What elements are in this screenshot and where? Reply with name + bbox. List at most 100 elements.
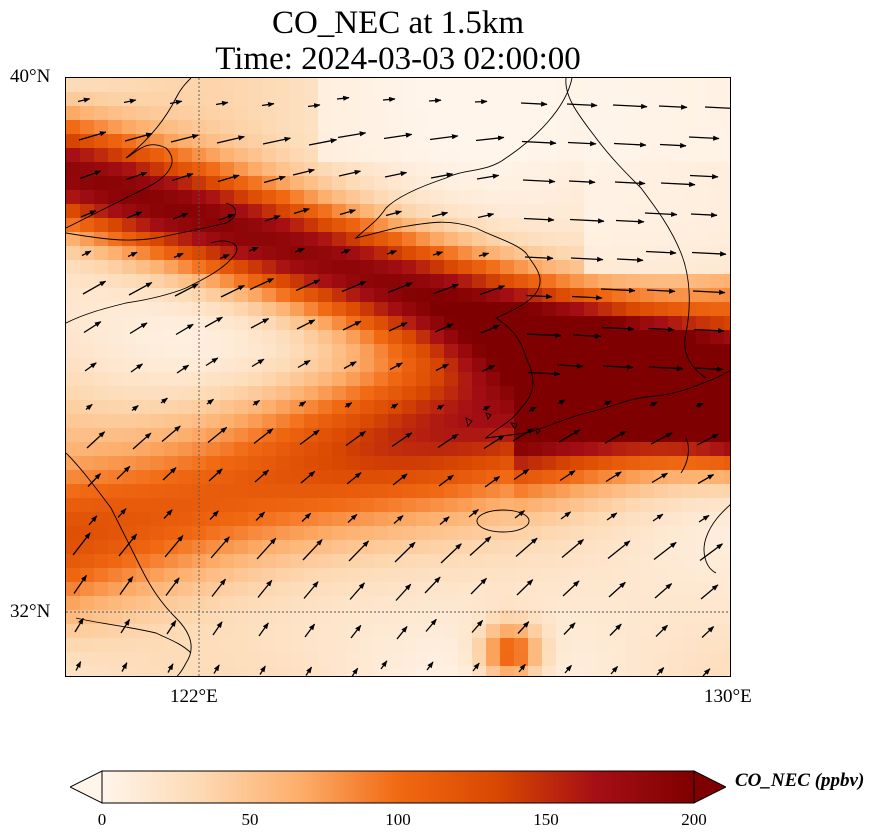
wind-arrow bbox=[169, 99, 183, 105]
wind-arrow bbox=[394, 541, 416, 563]
wind-arrow bbox=[659, 142, 687, 149]
wind-arrow bbox=[650, 432, 673, 445]
lat-label-32n: 32°N bbox=[10, 601, 51, 622]
wind-arrow bbox=[566, 102, 598, 108]
wind-arrow bbox=[513, 468, 530, 481]
wind-arrow bbox=[391, 432, 413, 448]
wind-arrow bbox=[130, 363, 143, 373]
wind-arrow bbox=[658, 104, 688, 110]
wind-arrow bbox=[692, 289, 726, 295]
wind-arrow bbox=[601, 326, 635, 332]
wind-arrow bbox=[572, 333, 602, 339]
wind-arrow bbox=[433, 283, 459, 295]
wind-arrow bbox=[341, 280, 367, 293]
wind-arrow bbox=[78, 131, 107, 141]
wind-arrow bbox=[483, 435, 505, 450]
wind-arrow bbox=[608, 581, 626, 598]
wind-arrow bbox=[571, 295, 603, 301]
lon-label-122e: 122°E bbox=[170, 686, 218, 707]
wind-arrow bbox=[439, 516, 450, 525]
wind-arrow bbox=[217, 174, 240, 183]
wind-arrow bbox=[560, 511, 572, 520]
wind-arrow bbox=[336, 95, 350, 101]
wind-arrow bbox=[117, 508, 127, 518]
wind-arrow bbox=[208, 468, 223, 482]
wind-arrow bbox=[300, 470, 316, 484]
wind-arrow bbox=[349, 582, 365, 600]
wind-arrow bbox=[615, 219, 645, 225]
wind-arrow bbox=[438, 474, 454, 487]
coastlines bbox=[66, 78, 730, 676]
wind-arrow bbox=[603, 400, 612, 406]
wind-arrow bbox=[606, 512, 618, 521]
wind-arrow bbox=[297, 359, 311, 369]
wind-arrow bbox=[249, 277, 275, 291]
wind-arrow bbox=[252, 399, 261, 406]
wind-arrow bbox=[262, 136, 292, 145]
wind-arrow bbox=[471, 620, 484, 633]
wind-arrow bbox=[123, 98, 137, 104]
wind-arrow bbox=[527, 371, 561, 377]
wind-arrow bbox=[86, 431, 106, 449]
wind-arrow bbox=[570, 256, 604, 262]
wind-arrow bbox=[649, 401, 658, 407]
wind-arrow bbox=[87, 473, 101, 487]
wind-arrow bbox=[526, 332, 562, 339]
wind-arrow bbox=[128, 282, 153, 296]
wind-arrow bbox=[170, 134, 199, 143]
wind-arrow bbox=[175, 323, 194, 336]
wind-arrow bbox=[126, 211, 143, 219]
wind-arrow bbox=[470, 577, 487, 595]
concentration-map bbox=[65, 77, 731, 677]
wind-arrow bbox=[81, 250, 92, 257]
wind-arrow bbox=[248, 246, 259, 252]
wind-arrow bbox=[253, 428, 274, 445]
wind-arrow bbox=[528, 406, 537, 413]
wind-arrow bbox=[430, 172, 454, 179]
wind-arrow bbox=[693, 328, 725, 334]
wind-arrow bbox=[292, 168, 315, 176]
wind-arrow bbox=[518, 663, 526, 673]
wind-arrow bbox=[220, 284, 245, 298]
lon-label-130e: 130°E bbox=[704, 686, 752, 707]
wind-arrow bbox=[478, 252, 490, 258]
wind-arrow bbox=[604, 430, 627, 444]
wind-arrow bbox=[480, 324, 501, 334]
wind-arrow bbox=[512, 428, 535, 442]
wind-arrow bbox=[523, 217, 555, 223]
wind-arrow bbox=[656, 667, 665, 676]
wind-arrow bbox=[567, 141, 597, 147]
wind-arrow bbox=[613, 142, 647, 148]
wind-arrow bbox=[386, 250, 398, 256]
wind-arrow bbox=[210, 536, 230, 559]
wind-arrow bbox=[568, 179, 596, 185]
wind-arrow bbox=[392, 473, 408, 486]
wind-arrow bbox=[561, 539, 584, 558]
wind-arrow bbox=[304, 623, 316, 638]
wind-arrow bbox=[602, 364, 634, 370]
wind-arrow bbox=[605, 471, 622, 483]
wind-arrow bbox=[429, 134, 459, 141]
wind-arrow bbox=[258, 622, 269, 637]
wind-arrow bbox=[600, 287, 636, 294]
wind-arrow bbox=[85, 403, 93, 411]
wind-arrow bbox=[484, 475, 501, 488]
wind-arrow bbox=[660, 181, 696, 188]
wind-arrow bbox=[80, 210, 97, 218]
wind-arrow bbox=[614, 180, 646, 186]
wind-arrow bbox=[380, 660, 388, 670]
wind-arrow bbox=[610, 666, 619, 675]
wind-arrow bbox=[337, 131, 367, 139]
wind-arrow bbox=[696, 433, 720, 446]
wind-arrow bbox=[204, 316, 224, 328]
wind-arrow bbox=[308, 138, 338, 146]
colorbar-label: CO_NEC (ppbv) bbox=[735, 770, 865, 791]
wind-arrow bbox=[701, 626, 715, 638]
colorbar-tick-200: 200 bbox=[681, 810, 707, 829]
wind-arrow bbox=[688, 135, 720, 141]
wind-arrow bbox=[176, 364, 190, 374]
wind-arrow bbox=[428, 97, 442, 104]
wind-arrow bbox=[609, 623, 622, 636]
wind-arrow bbox=[174, 283, 199, 297]
wind-arrow bbox=[171, 173, 194, 182]
